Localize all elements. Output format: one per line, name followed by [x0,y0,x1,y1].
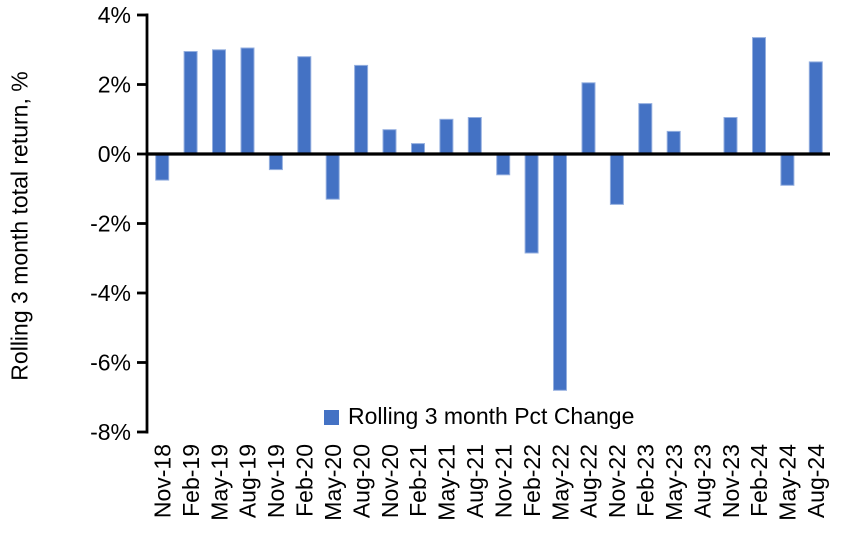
bar-Aug-19 [240,47,255,155]
y-tick-label: 4% [98,2,131,28]
x-tick-label: May-21 [434,444,460,521]
bar-Nov-21 [496,153,511,176]
bar-Feb-20 [297,56,312,155]
bar-May-23 [666,130,681,155]
bar-May-21 [439,118,454,155]
x-tick-label: Aug-21 [462,444,488,518]
bar-May-19 [212,49,226,155]
bar-Feb-24 [752,37,766,155]
x-tick-label: Nov-23 [718,444,744,518]
bar-Nov-19 [268,153,283,171]
legend-label: Rolling 3 month Pct Change [348,403,635,429]
x-tick-label: May-23 [661,444,687,521]
y-tick-label: 2% [98,72,131,98]
bar-Feb-22 [524,153,539,254]
bar-Feb-23 [638,103,653,155]
x-tick-label: Feb-24 [746,444,772,517]
x-tick-label: May-20 [320,444,346,521]
y-tick-label: -4% [90,280,131,306]
bar-Feb-19 [183,51,198,155]
bar-May-24 [780,153,795,186]
x-tick-label: Nov-21 [490,444,516,518]
x-tick-label: Nov-18 [149,444,175,518]
bar-May-22 [553,153,567,391]
bar-Nov-18 [155,153,170,181]
bar-Aug-24 [808,61,823,155]
x-tick-label: Aug-20 [348,444,374,518]
legend: Rolling 3 month Pct Change [324,403,634,430]
x-tick-label: Feb-22 [519,444,545,517]
x-tick-label: Nov-19 [263,444,289,518]
bar-Nov-23 [723,117,738,155]
x-tick-label: Feb-19 [178,444,204,517]
y-tick-label: 0% [98,141,131,167]
x-tick-label: Aug-24 [803,444,829,518]
x-tick-label: Aug-19 [235,444,261,518]
y-tick-label: -8% [90,419,131,445]
x-tick-label: May-24 [775,444,801,521]
legend-swatch-icon [324,410,339,425]
bar-Nov-20 [382,129,397,155]
bar-Nov-22 [609,153,624,205]
bar-May-20 [325,153,340,200]
bar-Aug-21 [467,117,482,155]
y-tick-label: -2% [90,211,131,237]
x-tick-label: May-19 [206,444,232,521]
bar-Aug-20 [354,64,369,155]
x-tick-label: Aug-23 [689,444,715,518]
x-tick-label: Feb-20 [292,444,318,517]
x-tick-label: May-22 [547,444,573,521]
bar-Aug-22 [581,82,596,155]
x-tick-label: Aug-22 [576,444,602,518]
x-tick-label: Nov-22 [604,444,630,518]
x-tick-label: Nov-20 [377,444,403,518]
x-tick-label: Feb-23 [633,444,659,517]
y-tick-label: -6% [90,350,131,376]
x-tick-label: Feb-21 [405,444,431,517]
